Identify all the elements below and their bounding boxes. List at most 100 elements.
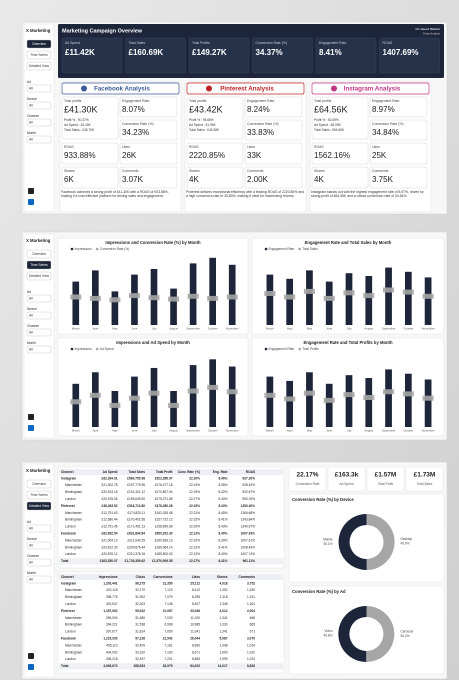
kpi-value: 8.41% xyxy=(319,48,342,57)
kpi-label: Conversion Rate xyxy=(296,482,320,486)
table-cell: Manchester xyxy=(65,588,83,592)
table-cell: 7,079 xyxy=(165,595,173,599)
slice-value-label: 49.9% xyxy=(400,542,409,546)
filter-dropdown[interactable] xyxy=(26,524,52,533)
nav-button[interactable] xyxy=(26,249,52,259)
filter-dropdown[interactable] xyxy=(26,311,52,320)
table-cell: £170,807.94 xyxy=(155,490,173,494)
x-tick-label: May xyxy=(307,327,313,331)
metric-card xyxy=(311,142,369,165)
filter-dropdown[interactable] xyxy=(26,541,52,550)
metric-value: 33K xyxy=(247,151,262,160)
metric-label: Conversion Rate (%) xyxy=(372,122,403,126)
table-cell: 5,987 xyxy=(220,637,228,641)
x-tick-label: June xyxy=(326,429,333,433)
kpi-value: 22.17% xyxy=(296,472,318,479)
nav-button-label: Detailed View xyxy=(29,504,50,508)
table-cell: 8.41% xyxy=(218,518,227,522)
kpi-label: Ad Spend xyxy=(65,41,80,45)
table-cell: 8.43% xyxy=(218,525,227,529)
filter-value: All xyxy=(29,543,33,547)
table-cell: £189,502.03 xyxy=(155,552,173,556)
filter-dropdown[interactable] xyxy=(26,84,52,93)
table-cell: Birmingham xyxy=(65,623,82,627)
table-cell: 8,410 xyxy=(192,588,200,592)
metric-value: 933.88% xyxy=(64,151,96,160)
metric-card xyxy=(119,96,178,118)
marker xyxy=(383,389,395,395)
filter-dropdown[interactable] xyxy=(26,345,52,354)
role: Data Analyst xyxy=(423,31,440,35)
filter-dropdown[interactable] xyxy=(26,118,52,127)
table-cell: £171,491.13 xyxy=(127,525,145,529)
nav-button[interactable] xyxy=(26,490,52,500)
nav-button[interactable] xyxy=(26,271,52,281)
marker xyxy=(323,397,335,403)
metric-label: Likes xyxy=(247,145,255,149)
table-cell: Birmingham xyxy=(65,650,82,654)
marker xyxy=(168,296,180,302)
kpi-value: 34.37% xyxy=(256,48,283,57)
marker xyxy=(383,287,395,293)
table-cell: £211,640.25 xyxy=(128,538,146,542)
filter-dropdown[interactable] xyxy=(26,558,52,567)
metric-label: Comments xyxy=(247,169,264,173)
table-cell: 937.20% xyxy=(242,476,255,480)
table-cell: £516,713.80 xyxy=(127,504,145,508)
metric-detail: Ad Spend : £4.40K xyxy=(64,123,92,127)
filter-dropdown[interactable] xyxy=(26,101,52,110)
kpi-label: Conversion Rate (%) xyxy=(256,41,287,45)
table-header: Channel xyxy=(61,575,74,579)
bar xyxy=(266,274,274,325)
kpi-card xyxy=(379,37,440,74)
marker xyxy=(402,289,414,295)
table-cell: 8.40% xyxy=(218,532,227,536)
filter-dropdown[interactable] xyxy=(26,328,52,337)
bar xyxy=(306,270,313,325)
filter-dropdown[interactable] xyxy=(26,135,52,144)
table-cell: London xyxy=(65,630,76,634)
table-cell: 1,215,330 xyxy=(103,637,117,641)
legend-label: Impressions xyxy=(75,247,93,251)
nav-button[interactable] xyxy=(26,501,52,511)
metric-value: £43.42K xyxy=(189,104,223,114)
nav-button[interactable] xyxy=(26,50,52,60)
marker xyxy=(343,392,355,398)
filter-dropdown[interactable] xyxy=(26,575,52,584)
x-tick-label: March xyxy=(72,429,80,433)
x-tick-label: August xyxy=(169,327,178,331)
metric-card xyxy=(369,96,428,118)
table-cell: 665 xyxy=(250,623,256,627)
filter-label: Channel xyxy=(27,114,39,118)
metric-value: 26K xyxy=(122,151,137,160)
table-cell: 1,241 xyxy=(247,595,255,599)
table-cell: 1,341 xyxy=(220,616,228,620)
metric-card xyxy=(186,96,244,140)
nav-button[interactable] xyxy=(26,479,52,489)
table-cell: Birmingham xyxy=(65,545,82,549)
linkedin-icon xyxy=(28,199,34,205)
metric-card xyxy=(119,119,178,141)
table-cell: 22.15% xyxy=(189,518,200,522)
chart-title: Impressions and Conversion Rate (%) by M… xyxy=(105,240,201,245)
table-cell: 22.10% xyxy=(189,538,200,542)
nav-button-label: Overview xyxy=(32,482,46,486)
table-cell: 21,087 xyxy=(163,609,173,613)
kpi-card xyxy=(405,466,444,492)
kpi-label: Total Profits xyxy=(192,41,210,45)
table-total-row xyxy=(59,663,283,670)
nav-button[interactable] xyxy=(26,260,52,270)
table-cell: £62,394.01 xyxy=(102,476,118,480)
table-cell: Instagram xyxy=(61,476,76,480)
filter-dropdown[interactable] xyxy=(26,294,52,303)
nav-button-label: Overview xyxy=(32,42,46,46)
table-cell: 7,160 xyxy=(165,650,173,654)
table-cell: Manchester xyxy=(65,511,83,515)
metric-card xyxy=(311,96,369,140)
table-cell: 22.12% xyxy=(189,532,200,536)
table-cell: 1,318 xyxy=(220,595,228,599)
nav-button[interactable] xyxy=(26,61,52,71)
metric-value: 8.07% xyxy=(122,105,145,114)
nav-button[interactable] xyxy=(26,39,52,49)
metric-card xyxy=(244,166,303,189)
